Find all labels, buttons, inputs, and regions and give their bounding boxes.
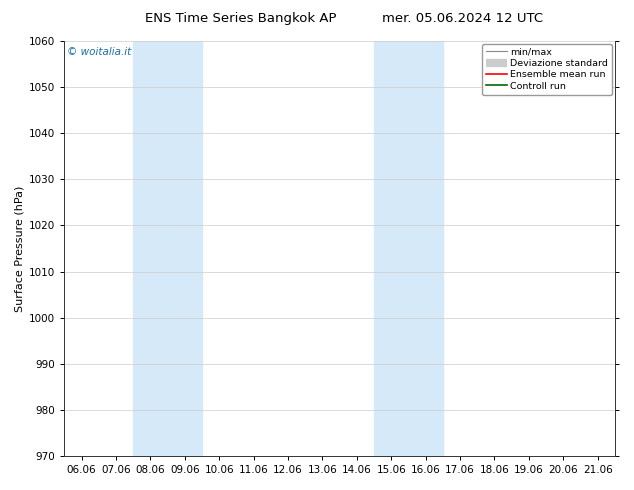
- Text: mer. 05.06.2024 12 UTC: mer. 05.06.2024 12 UTC: [382, 12, 543, 25]
- Y-axis label: Surface Pressure (hPa): Surface Pressure (hPa): [15, 185, 25, 312]
- Text: © woitalia.it: © woitalia.it: [67, 47, 131, 57]
- Text: ENS Time Series Bangkok AP: ENS Time Series Bangkok AP: [145, 12, 337, 25]
- Bar: [133, 41, 202, 456]
- Bar: [374, 41, 443, 456]
- Legend: min/max, Deviazione standard, Ensemble mean run, Controll run: min/max, Deviazione standard, Ensemble m…: [482, 44, 612, 95]
